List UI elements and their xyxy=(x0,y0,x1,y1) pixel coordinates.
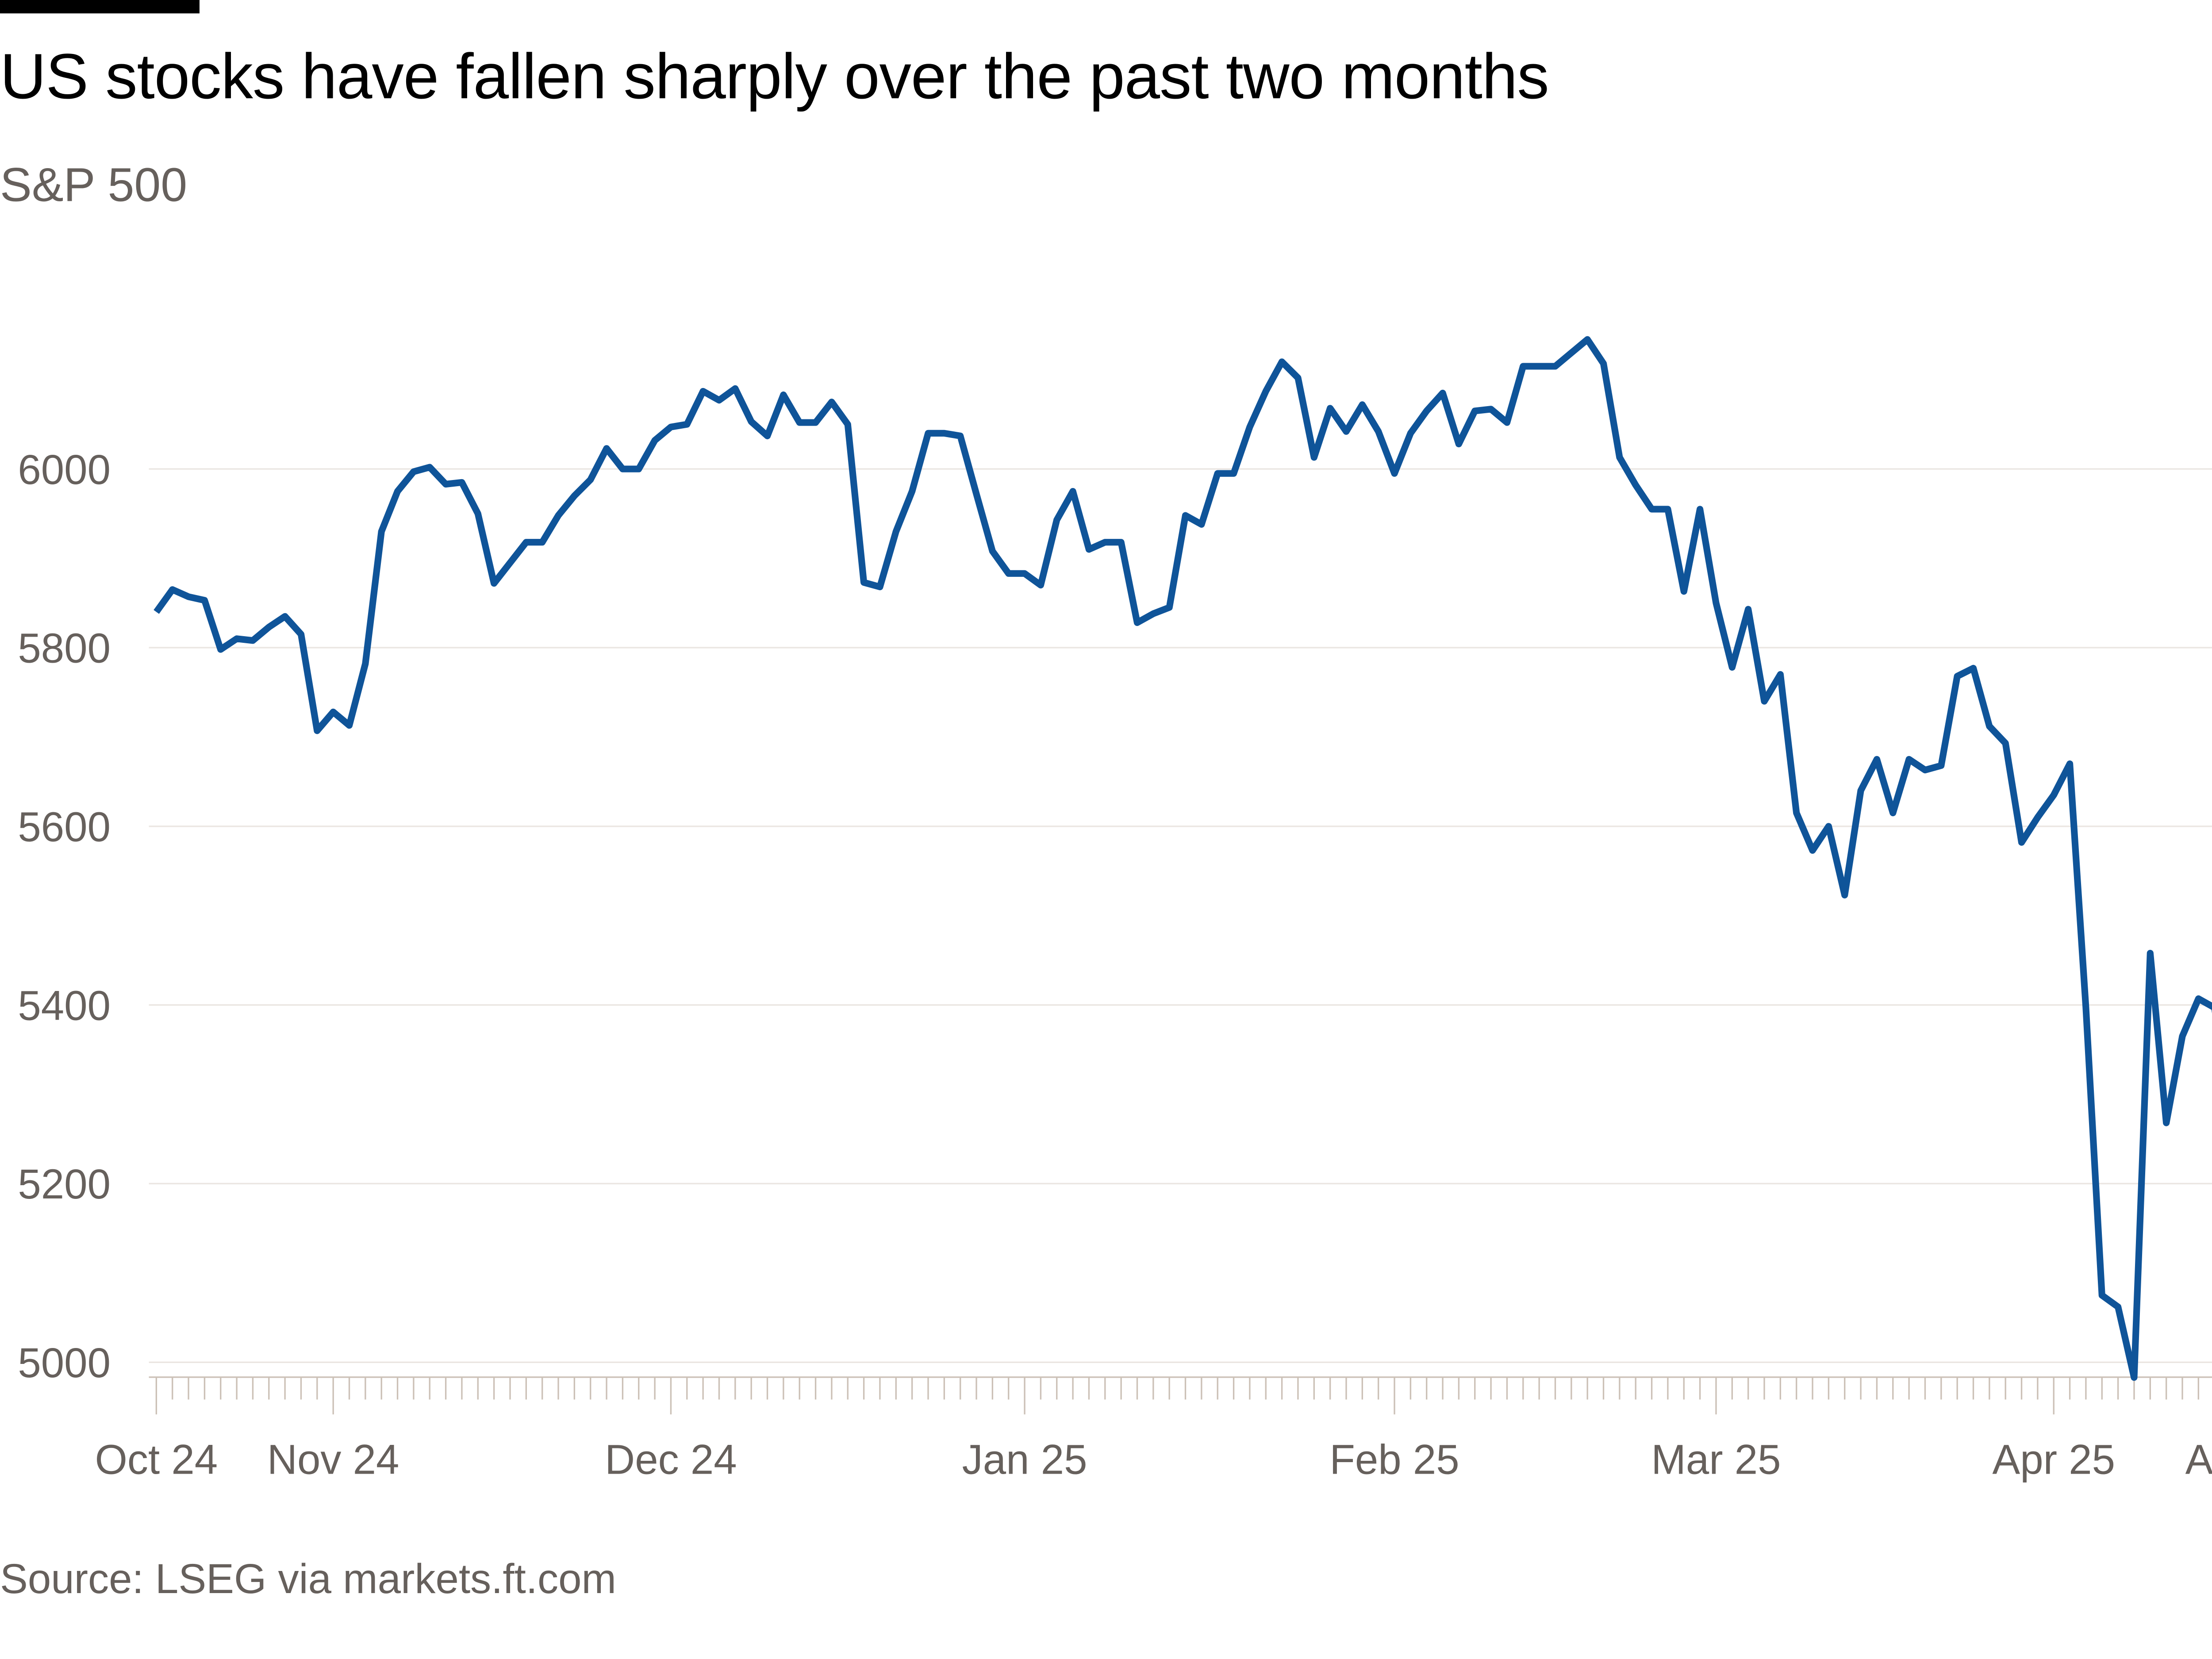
series-line xyxy=(154,336,2212,1381)
gridlines xyxy=(149,468,2212,1363)
data-point xyxy=(1233,473,1234,474)
data-point xyxy=(992,551,993,552)
data-point xyxy=(944,433,945,434)
chart-subtitle: S&P 500 xyxy=(0,157,188,211)
data-point xyxy=(204,600,205,601)
data-point xyxy=(1378,431,1379,432)
y-axis: 5000 5200 5400 5600 5800 6000 xyxy=(18,446,111,1386)
chart-title: US stocks have fallen sharply over the p… xyxy=(0,42,1549,113)
y-tick-label: 5800 xyxy=(18,625,111,672)
x-tick-label: Apr 25 xyxy=(1992,1436,2115,1483)
y-tick-label: 5200 xyxy=(18,1161,111,1207)
data-point xyxy=(381,531,382,532)
x-tick-label: Oct 24 xyxy=(95,1436,218,1483)
x-tick-label: Apr 25 xyxy=(2185,1436,2212,1483)
data-point xyxy=(2198,998,2199,999)
data-point xyxy=(1394,473,1395,474)
x-tick-label: Mar 25 xyxy=(1651,1436,1781,1483)
y-tick-label: 6000 xyxy=(18,446,111,493)
data-point xyxy=(1217,473,1218,474)
data-point xyxy=(1651,509,1652,510)
y-tick-label: 5000 xyxy=(18,1340,111,1386)
data-point xyxy=(1410,433,1411,434)
data-point xyxy=(574,495,575,496)
y-tick-label: 5400 xyxy=(18,982,111,1029)
data-point xyxy=(2021,842,2022,843)
series-line-group xyxy=(154,336,2212,1381)
data-point xyxy=(220,649,221,650)
data-point xyxy=(928,433,929,434)
data-point xyxy=(1346,431,1347,432)
data-point xyxy=(1587,339,1588,340)
data-point xyxy=(1603,363,1604,364)
x-tick-label: Nov 24 xyxy=(267,1436,399,1483)
data-point xyxy=(1169,607,1170,608)
x-tick-label: Feb 25 xyxy=(1329,1436,1459,1483)
data-point xyxy=(815,422,816,423)
data-point xyxy=(1764,701,1765,702)
data-point xyxy=(172,589,173,590)
brand-bar xyxy=(0,0,200,14)
x-tick-label: Dec 24 xyxy=(605,1436,737,1483)
data-point xyxy=(397,491,398,492)
data-point xyxy=(2134,1377,2135,1378)
data-point xyxy=(799,422,800,423)
data-point xyxy=(2005,743,2006,744)
y-tick-label: 5600 xyxy=(18,803,111,850)
x-axis: Oct 24 Nov 24 Dec 24 Jan 25 Feb 25 Mar 25 Apr … xyxy=(95,1376,2212,1483)
data-point xyxy=(558,515,559,516)
data-point xyxy=(1362,404,1363,405)
data-point xyxy=(1780,674,1781,675)
data-point xyxy=(2182,1036,2183,1037)
data-point xyxy=(1008,573,1009,574)
source-note: Source: LSEG via markets.ft.com xyxy=(0,1555,617,1602)
x-tick-label: Jan 25 xyxy=(962,1436,1087,1483)
data-point xyxy=(1539,366,1540,367)
data-point xyxy=(1185,515,1186,516)
